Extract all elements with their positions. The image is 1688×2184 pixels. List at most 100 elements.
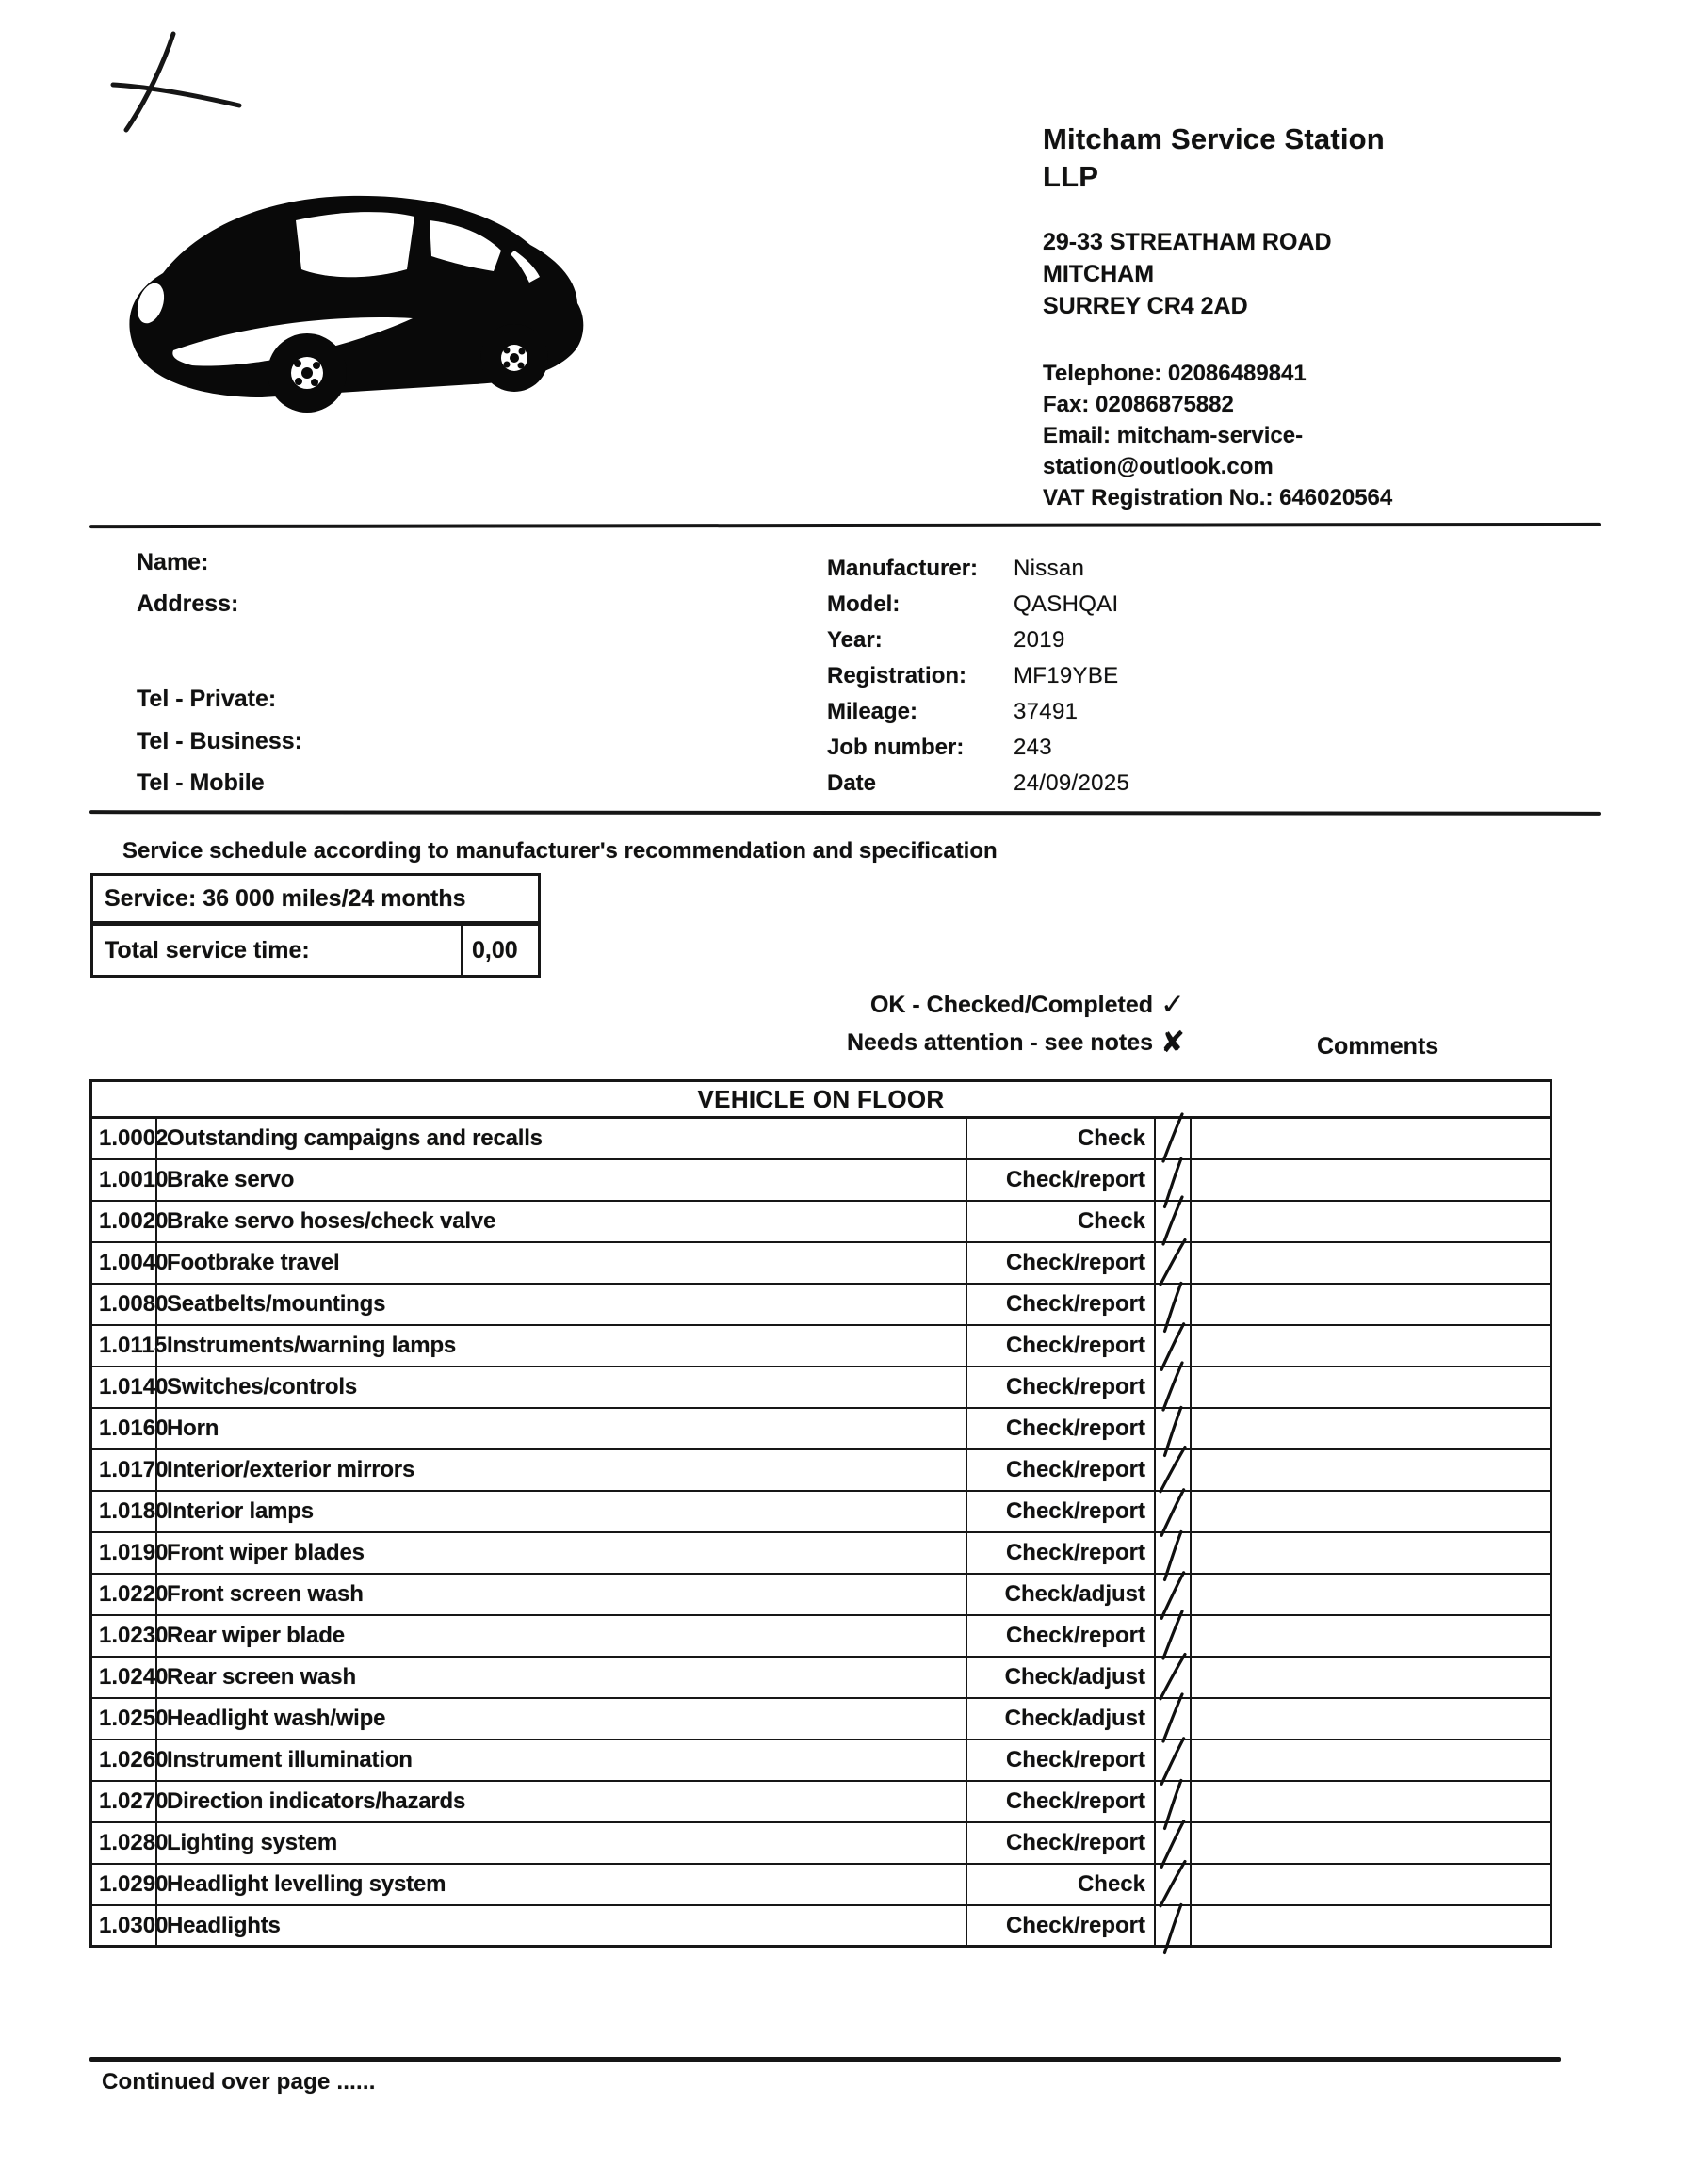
comment-cell (1190, 1575, 1552, 1616)
item-description: Headlight wash/wipe (155, 1699, 966, 1740)
check-mark-icon (1161, 1112, 1184, 1163)
tick-cell (1154, 1445, 1190, 1494)
check-mark-icon (1162, 1281, 1183, 1334)
comment-cell (1190, 1740, 1552, 1782)
cross-mark-icon: ✘ (1160, 1026, 1185, 1059)
table-row: 1.0190 Front wiper blades Check/report (89, 1529, 1552, 1582)
comment-cell (1190, 1823, 1552, 1865)
item-code: 1.0115 (89, 1326, 167, 1367)
item-code: 1.0040 (89, 1243, 168, 1285)
company-address: 29-33 STREATHAM ROAD MITCHAM SURREY CR4 2A… (1043, 226, 1608, 322)
item-description: Front screen wash (155, 1575, 966, 1616)
check-mark-icon (1162, 1405, 1183, 1458)
tick-cell (1154, 1820, 1190, 1869)
check-mark-icon (1161, 1692, 1184, 1743)
comment-cell (1190, 1533, 1552, 1575)
company-name-line2: LLP (1043, 160, 1099, 193)
item-action: Check/report (966, 1616, 1154, 1658)
comment-cell (1190, 1699, 1552, 1740)
table-row: 1.0040 Footbrake travel Check/report (89, 1238, 1552, 1286)
tick-cell (1154, 1692, 1190, 1743)
customer-field-label: Address: (137, 590, 239, 617)
service-schedule-heading: Service schedule according to manufactur… (122, 838, 998, 864)
customer-field-label: Tel - Business: (137, 728, 302, 754)
service-interval-box: Service: 36 000 miles/24 months (90, 873, 541, 924)
tick-cell (1154, 1902, 1190, 1955)
tick-cell (1154, 1488, 1190, 1537)
item-code: 1.0300 (89, 1906, 168, 1948)
company-address-line: 29-33 STREATHAM ROAD (1043, 229, 1332, 255)
item-action: Check (966, 1202, 1154, 1243)
item-code: 1.0010 (89, 1160, 168, 1202)
comment-cell (1190, 1409, 1552, 1450)
service-interval-label: Service: 36 000 miles/24 months (105, 884, 466, 912)
item-action: Check/adjust (966, 1575, 1154, 1616)
item-description: Brake servo (155, 1160, 966, 1202)
item-action: Check/report (966, 1285, 1154, 1326)
handwritten-x-mark (110, 31, 242, 133)
comment-cell (1190, 1160, 1552, 1202)
divider-middle (89, 810, 1602, 816)
item-description: Rear screen wash (155, 1658, 966, 1699)
check-mark-icon (1159, 1445, 1187, 1494)
item-code: 1.0220 (89, 1575, 168, 1616)
item-code: 1.0260 (89, 1740, 168, 1782)
table-row: 1.0240 Rear screen wash Check/adjust (89, 1652, 1552, 1701)
vehicle-field-row: Job number: 243 (827, 735, 1129, 770)
tick-cell (1154, 1778, 1190, 1831)
check-mark-icon: ✓ (1160, 988, 1185, 1021)
vehicle-field-row: Model: QASHQAI (827, 591, 1129, 627)
company-contact: Telephone: 02086489841 Fax: 02086875882 Em… (1043, 358, 1608, 513)
item-action: Check/adjust (966, 1699, 1154, 1740)
table-row: 1.0115 Instruments/warning lamps Check/r… (89, 1322, 1552, 1371)
check-mark-icon (1160, 1737, 1186, 1786)
item-action: Check/report (966, 1367, 1154, 1409)
check-mark-icon (1162, 1902, 1183, 1955)
item-action: Check/report (966, 1409, 1154, 1450)
item-code: 1.0230 (89, 1616, 168, 1658)
comment-cell (1190, 1450, 1552, 1492)
item-action: Check (966, 1865, 1154, 1906)
tick-cell (1154, 1157, 1190, 1209)
table-row: 1.0010 Brake servo Check/report (89, 1157, 1552, 1209)
item-code: 1.0290 (89, 1865, 168, 1906)
comment-cell (1190, 1119, 1552, 1160)
table-row: 1.0080 Seatbelts/mountings Check/report (89, 1281, 1552, 1334)
item-code: 1.0270 (89, 1782, 168, 1823)
legend-ok-text: OK - Checked/Completed (869, 992, 1154, 1018)
table-row: 1.0300 Headlights Check/report (89, 1902, 1552, 1955)
tick-cell (1154, 1859, 1190, 1908)
check-mark-icon (1160, 1571, 1186, 1620)
check-mark-icon (1159, 1652, 1187, 1701)
legend-ok-line: OK - Checked/Completed ✓ (847, 986, 1185, 1024)
table-row: 1.0250 Headlight wash/wipe Check/adjust (89, 1692, 1552, 1743)
comment-cell (1190, 1202, 1552, 1243)
vehicle-field-label: Model: (827, 591, 901, 617)
vehicle-field-label: Registration: (827, 663, 967, 688)
tick-cell (1154, 1195, 1190, 1246)
vehicle-field-row: Year: 2019 (827, 627, 1129, 663)
item-code: 1.0160 (89, 1409, 168, 1450)
customer-field-label: Tel - Mobile (137, 769, 265, 796)
table-row: 1.0270 Direction indicators/hazards Chec… (89, 1778, 1552, 1831)
item-code: 1.0240 (89, 1658, 168, 1699)
comment-cell (1190, 1658, 1552, 1699)
item-action: Check/report (966, 1160, 1154, 1202)
company-contact-line: Telephone: 02086489841 (1043, 361, 1307, 386)
table-row: 1.0002 Outstanding campaigns and recalls… (89, 1112, 1552, 1163)
item-description: Headlights (155, 1906, 966, 1948)
vehicle-field-value: 2019 (1014, 627, 1065, 653)
item-code: 1.0020 (89, 1202, 168, 1243)
vehicle-field-value: 243 (1014, 735, 1052, 760)
item-description: Interior/exterior mirrors (155, 1450, 966, 1492)
comment-cell (1190, 1367, 1552, 1409)
item-description: Direction indicators/hazards (155, 1782, 966, 1823)
item-description: Horn (155, 1409, 966, 1450)
vehicle-field-value: MF19YBE (1014, 663, 1119, 688)
item-description: Lighting system (155, 1823, 966, 1865)
comment-cell (1190, 1906, 1552, 1948)
item-action: Check/report (966, 1533, 1154, 1575)
vehicle-field-row: Registration: MF19YBE (827, 663, 1129, 699)
check-mark-icon (1162, 1529, 1183, 1582)
